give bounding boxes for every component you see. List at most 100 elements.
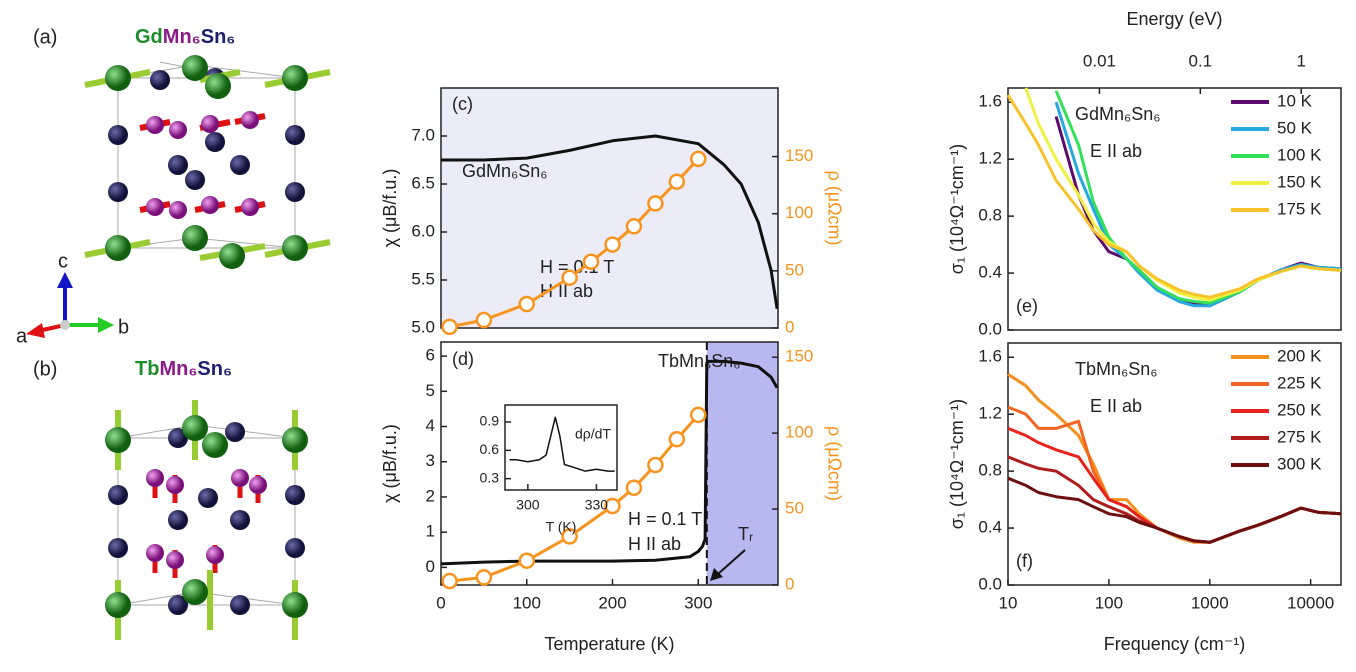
x-axis-label: T (K) <box>546 519 577 535</box>
y2-tick-label: 50 <box>785 499 804 518</box>
series-line <box>1006 94 1342 299</box>
annotation: E II ab <box>1090 141 1142 161</box>
formula-part: Mn₆ <box>163 26 201 48</box>
formula: TbMn₆Sn₆ <box>135 358 232 380</box>
y-tick-label: 1.2 <box>978 149 1002 168</box>
series-line <box>509 416 615 472</box>
y-tick-label: 5.0 <box>411 317 435 336</box>
legend-label: 150 K <box>1277 172 1322 191</box>
y-tick-label: 5 <box>426 381 435 400</box>
panel-label: (f) <box>1016 551 1033 571</box>
data-point <box>561 269 578 286</box>
y2-tick-label: 0 <box>785 317 794 336</box>
inset-label: dρ/dT <box>575 426 611 442</box>
legend-label: 250 K <box>1277 400 1322 419</box>
data-point <box>625 479 643 497</box>
x-tick-label: 10 <box>999 593 1018 612</box>
data-point <box>561 528 578 545</box>
panel-label: (d) <box>452 349 474 369</box>
data-point <box>647 195 664 212</box>
y-tick-label: 0 <box>426 557 435 576</box>
x-tick-label: 300 <box>684 593 712 612</box>
annotation: GdMn₆Sn₆ <box>462 161 548 181</box>
x-tick-label: 300 <box>516 497 540 513</box>
highlight-region <box>706 342 778 585</box>
legend-label: 200 K <box>1277 346 1322 365</box>
x-tick-label: 100 <box>513 593 541 612</box>
y-tick-label: 0.8 <box>978 206 1002 225</box>
y-tick-label: 1.6 <box>978 347 1002 366</box>
plot-frame <box>504 404 618 491</box>
data-point <box>668 430 686 448</box>
panel-label: (b) <box>33 358 57 380</box>
panel-label: (e) <box>1016 296 1038 316</box>
annotation: H = 0.1 T <box>628 509 702 529</box>
x2-tick-label: 1 <box>1296 51 1305 70</box>
y-tick-label: 2 <box>426 486 435 505</box>
y-tick-label: 1.2 <box>978 404 1002 423</box>
y2-tick-label: 150 <box>785 347 813 366</box>
annotation: Tᵣ <box>738 524 753 544</box>
y-tick-label: 3 <box>426 451 435 470</box>
x-tick-label: 100 <box>1095 593 1123 612</box>
data-point <box>518 552 536 569</box>
data-point <box>625 218 643 235</box>
axis-b: b <box>118 316 129 338</box>
formula-part: Sn₆ <box>197 358 232 380</box>
series-line <box>441 134 779 310</box>
data-point <box>604 236 621 253</box>
y2-axis-label: ρ (μΩcm) <box>824 426 844 501</box>
formula-part: Mn₆ <box>159 358 197 380</box>
legend-label: 100 K <box>1277 145 1322 164</box>
plot-frame <box>1007 342 1342 586</box>
y-axis-label: χ (μB/f.u.) <box>380 424 400 503</box>
panel-label: (c) <box>452 94 473 114</box>
y-tick-label: 6.5 <box>411 173 435 192</box>
tr-arrow <box>710 549 746 581</box>
legend-label: 50 K <box>1277 118 1313 137</box>
plot-frame <box>440 341 779 586</box>
axis-c: c <box>58 250 68 272</box>
y-tick-label: 6.0 <box>411 221 435 240</box>
data-point <box>690 406 707 424</box>
x-axis-label: Frequency (cm⁻¹) <box>1104 634 1246 654</box>
axis-triad: a b c <box>16 250 129 347</box>
structure-b <box>105 400 308 640</box>
annotation: GdMn₆Sn₆ <box>1075 104 1161 124</box>
legend-label: 10 K <box>1277 91 1313 110</box>
x-tick-label: 1000 <box>1191 593 1229 612</box>
structure-a <box>84 55 331 269</box>
y2-tick-label: 50 <box>785 260 804 279</box>
legend-label: 300 K <box>1277 454 1322 473</box>
y-tick-label: 4 <box>426 416 435 435</box>
data-point <box>647 456 664 474</box>
y-tick-label: 0.9 <box>480 413 500 429</box>
y-tick-label: 0.8 <box>978 461 1002 480</box>
data-point <box>690 150 707 168</box>
data-point <box>518 295 536 313</box>
legend-label: 275 K <box>1277 427 1322 446</box>
x-tick-label: 330 <box>585 497 609 513</box>
data-point <box>475 569 493 586</box>
y2-tick-label: 0 <box>785 574 794 593</box>
formula-part: Tb <box>135 358 159 380</box>
y-tick-label: 5.5 <box>411 269 435 288</box>
data-point <box>441 572 458 590</box>
y-tick-label: 1.6 <box>978 92 1002 111</box>
series-line <box>1007 476 1342 544</box>
series-line <box>440 359 779 566</box>
data-point <box>441 318 458 336</box>
y-tick-label: 7.0 <box>411 125 435 144</box>
annotation: H II ab <box>540 281 593 301</box>
x2-tick-label: 0.1 <box>1189 51 1213 70</box>
y-axis-label: σ₁ (10⁴Ω⁻¹cm⁻¹) <box>947 399 967 529</box>
annotation: H II ab <box>628 534 681 554</box>
y2-tick-label: 150 <box>785 146 813 165</box>
x-tick-label: 10000 <box>1287 593 1334 612</box>
y-tick-label: 0.4 <box>978 518 1002 537</box>
y2-axis-label: ρ (μΩcm) <box>824 170 844 245</box>
series-line <box>449 157 700 329</box>
y2-tick-label: 100 <box>785 203 813 222</box>
plot-frame <box>1007 87 1342 331</box>
data-point <box>582 253 600 270</box>
